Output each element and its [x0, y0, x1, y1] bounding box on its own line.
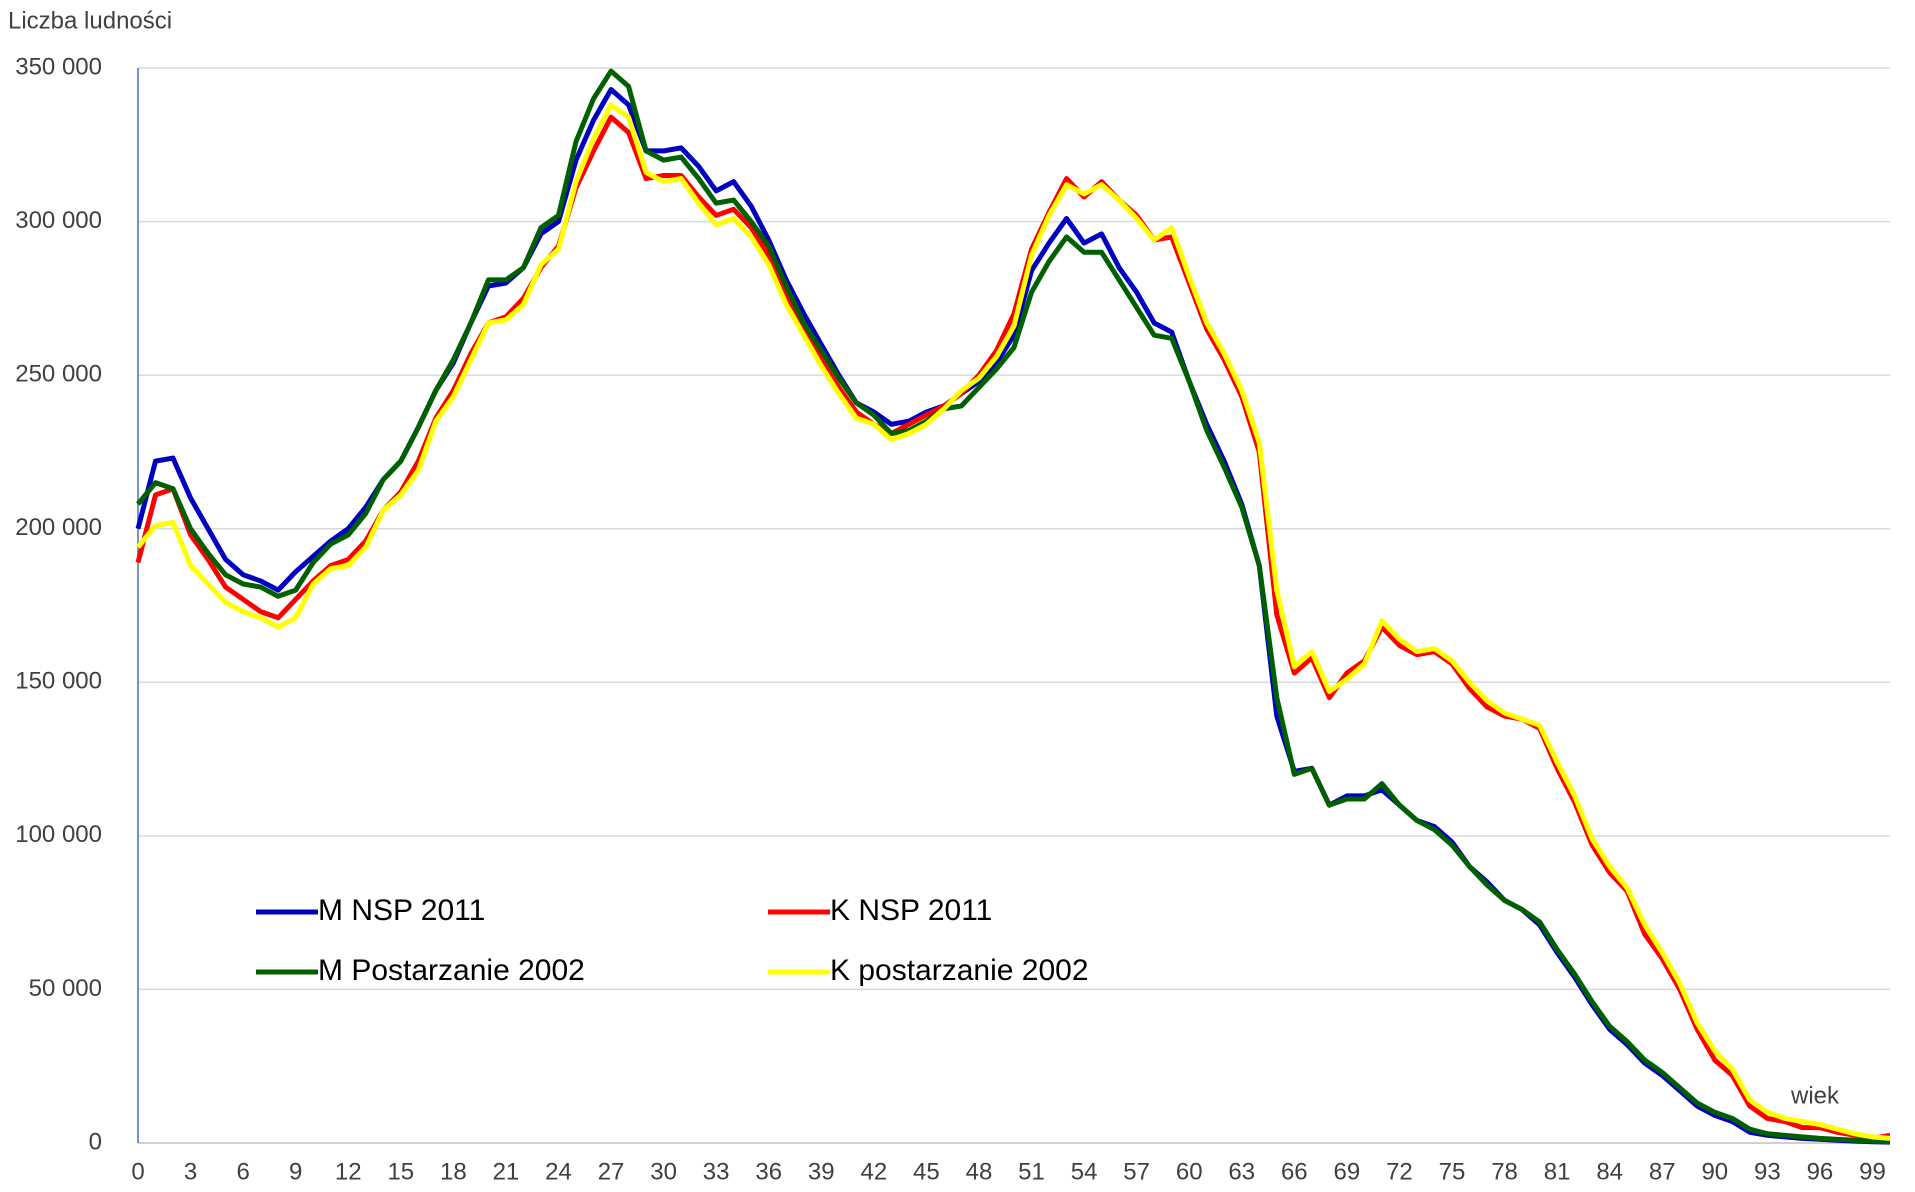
- series-line: [136, 68, 1891, 1145]
- x-tick-label: 81: [1544, 1158, 1571, 1185]
- x-tick-label: 12: [335, 1158, 362, 1185]
- x-tick-label: 48: [966, 1158, 993, 1185]
- x-tick-label: 93: [1754, 1158, 1781, 1185]
- x-tick-label: 96: [1807, 1158, 1834, 1185]
- x-tick-label: 69: [1334, 1158, 1361, 1185]
- y-tick-label: 250 000: [15, 360, 102, 387]
- x-tick-label: 6: [236, 1158, 249, 1185]
- x-tick-label: 54: [1071, 1158, 1098, 1185]
- legend-label: K postarzanie 2002: [830, 954, 1089, 987]
- x-tick-label: 87: [1649, 1158, 1676, 1185]
- series-line: [136, 102, 1891, 1141]
- x-tick-label: 66: [1281, 1158, 1308, 1185]
- x-tick-label: 60: [1176, 1158, 1203, 1185]
- x-tick-label: 18: [440, 1158, 467, 1185]
- x-tick-label: 3: [184, 1158, 197, 1185]
- y-tick-label: 0: [89, 1128, 102, 1155]
- x-tick-label: 15: [387, 1158, 414, 1185]
- x-tick-label: 36: [755, 1158, 782, 1185]
- x-tick-label: 0: [131, 1158, 144, 1185]
- x-tick-label: 24: [545, 1158, 572, 1185]
- x-tick-label: 57: [1123, 1158, 1150, 1185]
- y-tick-label: 350 000: [15, 53, 102, 80]
- x-tick-label: 72: [1386, 1158, 1413, 1185]
- x-tick-label: 99: [1859, 1158, 1886, 1185]
- x-tick-label: 78: [1491, 1158, 1518, 1185]
- x-tick-label: 51: [1018, 1158, 1045, 1185]
- y-axis-label: Liczba ludności: [8, 7, 172, 34]
- x-tick-label: 33: [703, 1158, 730, 1185]
- y-tick-label: 300 000: [15, 207, 102, 234]
- y-tick-label: 100 000: [15, 821, 102, 848]
- legend-label: M Postarzanie 2002: [318, 954, 585, 987]
- y-tick-label: 50 000: [29, 975, 102, 1002]
- x-axis-label: wiek: [1790, 1082, 1840, 1109]
- x-tick-label: 39: [808, 1158, 835, 1185]
- x-tick-label: 30: [650, 1158, 677, 1185]
- legend-label: K NSP 2011: [830, 894, 992, 927]
- x-tick-label: 9: [289, 1158, 302, 1185]
- x-tick-label: 63: [1228, 1158, 1255, 1185]
- y-tick-label: 150 000: [15, 668, 102, 695]
- x-tick-label: 90: [1701, 1158, 1728, 1185]
- legend-label: M NSP 2011: [318, 894, 485, 927]
- x-tick-label: 27: [598, 1158, 625, 1185]
- x-tick-label: 42: [860, 1158, 887, 1185]
- x-tick-label: 84: [1596, 1158, 1623, 1185]
- x-tick-label: 21: [493, 1158, 520, 1185]
- y-tick-label: 200 000: [15, 514, 102, 541]
- x-tick-label: 45: [913, 1158, 940, 1185]
- x-tick-label: 75: [1439, 1158, 1466, 1185]
